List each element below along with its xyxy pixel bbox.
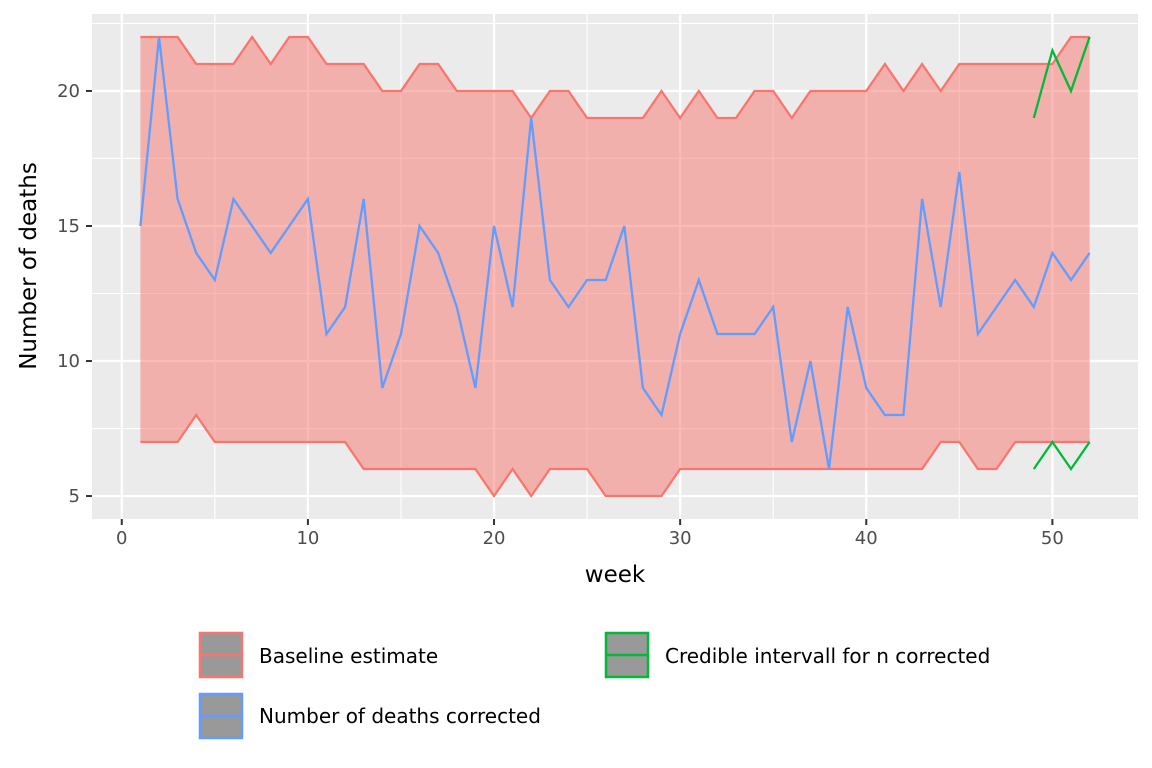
credible-upper-line bbox=[1032, 36, 1091, 119]
axis-ticks bbox=[86, 89, 1054, 525]
legend-label-credible: Credible intervall for n corrected bbox=[665, 644, 990, 668]
y-axis-title: Number of deaths bbox=[16, 162, 42, 370]
baseline-ribbon bbox=[140, 37, 1090, 496]
legend-item-credible: Credible intervall for n corrected bbox=[604, 631, 990, 679]
y-tick-label: 15 bbox=[57, 216, 80, 237]
x-tick-label: 40 bbox=[855, 528, 878, 549]
x-tick-label: 20 bbox=[483, 528, 506, 549]
x-tick-label: 10 bbox=[296, 528, 319, 549]
y-tick-label: 5 bbox=[69, 486, 80, 507]
legend-item-corrected: Number of deaths corrected bbox=[198, 692, 541, 740]
x-axis-title: week bbox=[585, 562, 646, 588]
baseline-lower-line bbox=[140, 412, 1090, 499]
chart-marks bbox=[139, 34, 1091, 499]
legend-item-baseline: Baseline estimate bbox=[198, 631, 438, 679]
y-tick-label: 20 bbox=[57, 81, 80, 102]
x-tick-label: 30 bbox=[669, 528, 692, 549]
legend: Baseline estimate Number of deaths corre… bbox=[198, 631, 990, 740]
corrected-deaths-line bbox=[139, 36, 1091, 470]
credible-lower-line bbox=[1032, 439, 1091, 472]
baseline-upper-line bbox=[140, 34, 1090, 121]
legend-label-corrected: Number of deaths corrected bbox=[259, 704, 541, 728]
x-tick-label: 50 bbox=[1041, 528, 1064, 549]
legend-label-baseline: Baseline estimate bbox=[259, 644, 438, 668]
x-tick-label: 0 bbox=[116, 528, 127, 549]
y-tick-label: 10 bbox=[57, 351, 80, 372]
x-tick-labels: 0 10 20 30 40 50 bbox=[116, 528, 1064, 549]
y-tick-labels: 5 10 15 20 bbox=[57, 81, 80, 507]
